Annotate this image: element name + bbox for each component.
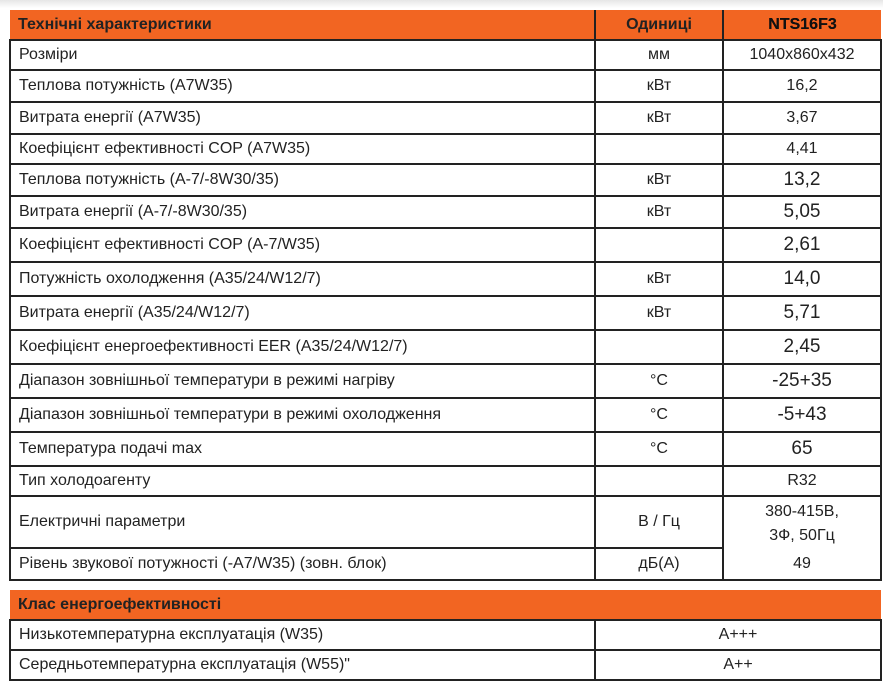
spec-name: Теплова потужність (A-7/-8W30/35) [9,163,596,197]
spec-value: 14,0 [722,261,882,297]
table-row: Рівень звукової потужності (-A7/W35) (зо… [9,547,881,581]
specs-table: Технічні характеристики Одиниці NTS16F3 … [9,10,882,581]
spec-value-line: 3Ф, 50Гц [769,527,835,544]
spec-name: Теплова потужність (A7W35) [9,69,596,103]
spec-name: Тип холодоагенту [9,465,596,497]
spec-unit: °C [594,431,724,467]
table-row: Діапазон зовнішньої температури в режимі… [9,397,882,433]
spec-unit [594,329,724,365]
spec-unit: °C [594,363,724,399]
spec-value: 3,67 [722,101,882,135]
spec-unit: кВт [594,163,724,197]
table-row: Теплова потужність (A7W35) кВт 16,2 [9,69,882,103]
table-row: Витрата енергії (A-7/-8W30/35) кВт 5,05 [9,195,882,229]
table-row: Низькотемпературна експлуатація (W35) A+… [9,619,883,651]
table-row: Теплова потужність (A-7/-8W30/35) кВт 13,2 [9,163,882,197]
spec-unit: °C [594,397,724,433]
spec-name: Витрата енергії (A-7/-8W30/35) [9,195,596,229]
spec-name: Коефіцієнт енергоефективності EER (A35/2… [9,329,596,365]
spec-value: -5+43 [722,397,882,433]
spec-value: 5,71 [722,295,882,331]
table-row: Тип холодоагенту R32 [9,465,882,497]
top-shadow [0,0,883,8]
spec-name: Діапазон зовнішньої температури в режимі… [9,397,596,433]
spec-name: Витрата енергії (A35/24/W12/7) [9,295,596,331]
spec-name: Діапазон зовнішньої температури в режимі… [9,363,596,399]
specs-header-row: Технічні характеристики Одиниці NTS16F3 [10,10,881,41]
table-row: Витрата енергії (A7W35) кВт 3,67 [9,101,882,135]
table-row: Коефіцієнт ефективності COP (A7W35) 4,41 [9,133,882,165]
energy-title: Клас енергоефективності [10,590,882,621]
specs-title: Технічні характеристики [10,10,595,41]
spec-value: 380-415В, 3Ф, 50Гц 49 [722,495,882,581]
spec-unit: кВт [594,69,724,103]
spec-value: 5,05 [722,195,882,229]
spec-name: Електричні параметри [9,495,596,549]
spec-unit [594,133,724,165]
spec-name: Рівень звукової потужності (-A7/W35) (зо… [9,547,596,581]
energy-class-table: Клас енергоефективності Низькотемператур… [9,590,883,681]
spec-name: Потужність охолодження (A35/24/W12/7) [9,261,596,297]
table-row: Розміри мм 1040x860x432 [9,39,882,71]
spec-unit: кВт [594,195,724,229]
spec-value: -25+35 [722,363,882,399]
spec-value: 13,2 [722,163,882,197]
model-header: NTS16F3 [722,10,881,41]
spec-value-line: 49 [793,555,811,572]
spec-name: Температура подачі max [9,431,596,467]
spec-unit: кВт [594,261,724,297]
spec-unit: дБ(A) [594,547,724,581]
spec-value: 1040x860x432 [722,39,882,71]
units-header: Одиниці [594,10,723,41]
spec-value: R32 [722,465,882,497]
spec-name: Розміри [9,39,596,71]
energy-row-value: A++ [593,649,883,681]
spec-value: 16,2 [722,69,882,103]
table-row: Коефіцієнт енергоефективності EER (A35/2… [9,329,882,365]
spec-value: 4,41 [722,133,882,165]
spec-value: 65 [722,431,882,467]
table-row: Потужність охолодження (A35/24/W12/7) кВт… [9,261,882,297]
model-name: NTS16F3 [768,15,837,33]
spec-value-line: 380-415В, [765,503,839,520]
spec-unit [594,465,724,497]
spec-unit: кВт [594,101,724,135]
spec-name: Коефіцієнт ефективності COP (A-7/W35) [9,227,596,263]
spec-unit: кВт [594,295,724,331]
table-row: Електричні параметри В / Гц 380-415В, 3Ф, 5… [9,495,882,581]
table-row: Витрата енергії (A35/24/W12/7) кВт 5,71 [9,295,882,331]
table-row: Діапазон зовнішньої температури в режимі… [9,363,882,399]
energy-row-name: Низькотемпературна експлуатація (W35) [9,619,596,651]
table-row: Температура подачі max °C 65 [9,431,882,467]
energy-row-value: A+++ [593,619,883,651]
spec-unit: мм [594,39,724,71]
table-row: Середньотемпературна експлуатація (W55)"… [9,649,883,681]
table-row: Коефіцієнт ефективності COP (A-7/W35) 2,6… [9,227,882,263]
energy-header-row: Клас енергоефективності [10,590,882,621]
spec-name: Коефіцієнт ефективності COP (A7W35) [9,133,596,165]
spec-unit [594,227,724,263]
spec-unit: В / Гц [594,495,724,549]
spec-value: 2,61 [722,227,882,263]
energy-row-name: Середньотемпературна експлуатація (W55)" [9,649,596,681]
spec-name: Витрата енергії (A7W35) [9,101,596,135]
spec-value: 2,45 [722,329,882,365]
